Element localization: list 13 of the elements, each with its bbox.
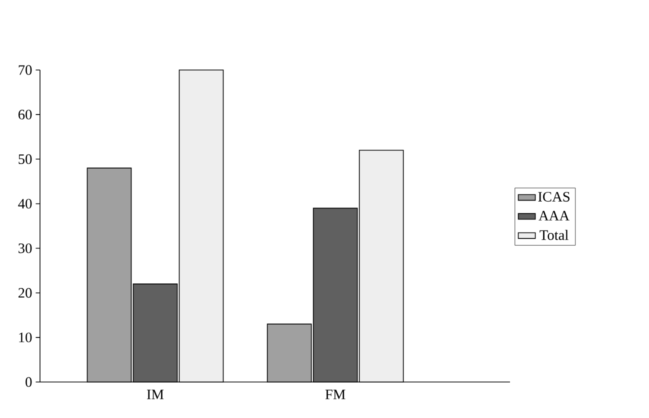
y-tick-label: 70 bbox=[18, 65, 32, 75]
legend-label: AAA bbox=[538, 210, 570, 220]
y-tick-label: 60 bbox=[18, 110, 32, 120]
legend-label: Total bbox=[540, 230, 568, 240]
y-tick-label: 0 bbox=[26, 377, 32, 387]
y-tick-label: 50 bbox=[18, 154, 32, 164]
y-tick-label: 10 bbox=[19, 332, 32, 342]
y-tick-label: 40 bbox=[18, 198, 32, 209]
y-tick-label: 20 bbox=[18, 288, 32, 298]
x-tick-label: FM bbox=[325, 390, 346, 400]
x-tick-label: IM bbox=[147, 390, 164, 400]
y-tick-label: 30 bbox=[18, 243, 32, 254]
legend-label: ICAS bbox=[538, 192, 570, 202]
